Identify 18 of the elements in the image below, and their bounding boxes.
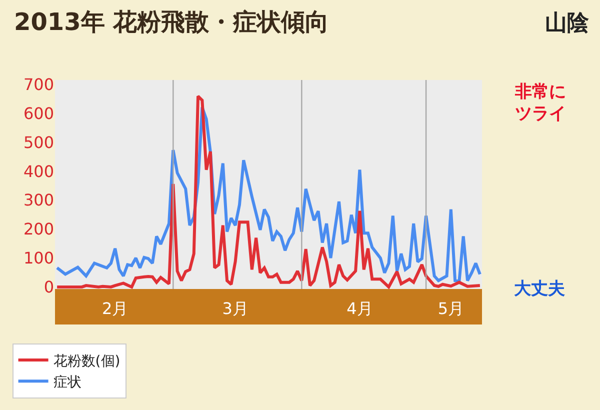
legend-label: 花粉数(個) xyxy=(53,353,120,370)
x-tick-label: 4月 xyxy=(346,299,373,318)
y-tick-label: 700 xyxy=(23,74,54,94)
y-tick-label: 600 xyxy=(23,104,54,123)
x-tick-label: 3月 xyxy=(222,299,248,318)
x-tick-label: 2月 xyxy=(102,299,128,318)
y-tick-label: 500 xyxy=(23,132,54,152)
y-tick-label: 300 xyxy=(23,190,54,210)
y-tick-label: 200 xyxy=(23,220,54,239)
text: 非常にツライ xyxy=(514,82,566,124)
legend-label: 症状 xyxy=(53,374,82,391)
text: 山陰 xyxy=(545,11,590,36)
chart-title: 2013年 花粉飛散・症状傾向 xyxy=(14,8,330,36)
x-tick-label: 5月 xyxy=(438,299,464,318)
y-tick-label: 400 xyxy=(23,162,54,181)
y-tick-label: 100 xyxy=(23,248,54,268)
text: 大丈夫 xyxy=(514,279,565,299)
y-tick-label: 0 xyxy=(44,278,54,297)
